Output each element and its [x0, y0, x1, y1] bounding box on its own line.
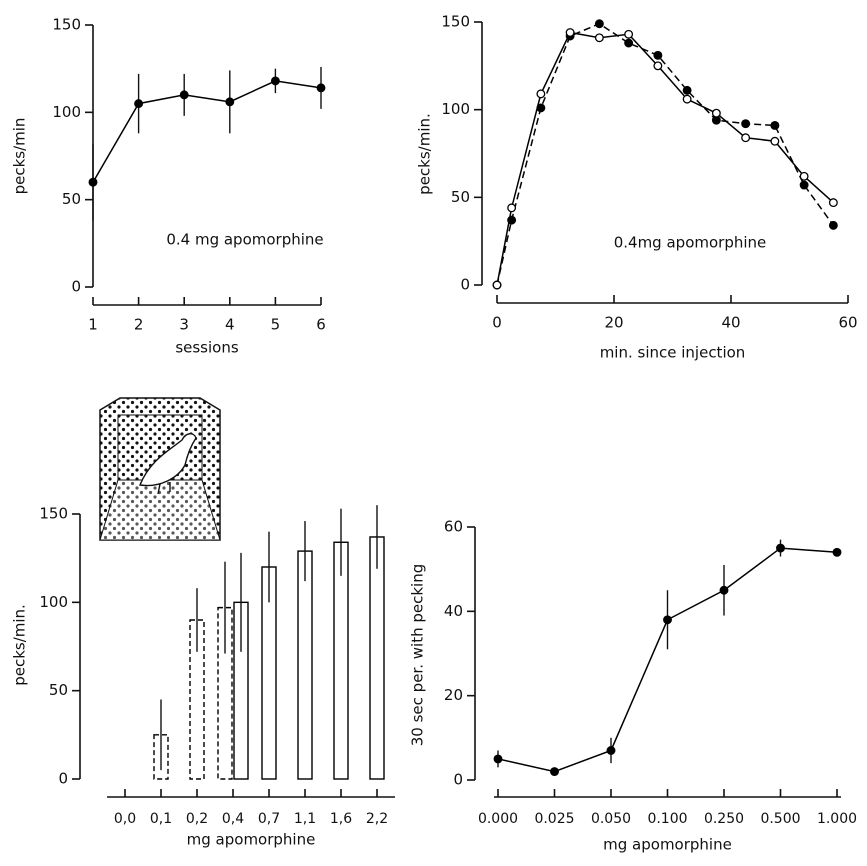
x-tick-label: 0,0: [114, 811, 136, 827]
y-tick-label: 50: [62, 190, 81, 208]
marker: [270, 76, 280, 86]
annotation: 0.4 mg apomorphine: [166, 231, 323, 249]
x-tick-label: 4: [225, 316, 235, 334]
marker: [828, 198, 838, 208]
y-tick-label: 100: [52, 103, 81, 121]
marker: [776, 543, 785, 553]
y-tick-label: 0: [453, 771, 463, 789]
y-tick-label: 50: [451, 188, 470, 206]
x-axis-label: mg apomorphine: [187, 831, 316, 849]
x-tick-label: 0: [492, 314, 502, 332]
marker: [624, 38, 634, 48]
marker: [316, 83, 326, 93]
marker: [741, 119, 751, 129]
y-tick-label: 150: [52, 16, 81, 34]
marker: [770, 136, 780, 146]
marker: [653, 50, 663, 60]
y-tick-label: 0: [58, 770, 68, 788]
marker: [682, 85, 692, 95]
y-tick-label: 60: [444, 518, 463, 536]
x-tick-label: 0,7: [258, 811, 280, 827]
marker: [663, 615, 672, 625]
marker: [492, 280, 502, 290]
line: [92, 80, 322, 183]
x-tick-label: 0.025: [534, 811, 574, 827]
marker: [682, 94, 692, 104]
bar: [217, 606, 233, 780]
marker: [770, 120, 780, 130]
x-tick-label: 6: [316, 316, 326, 334]
x-tick-label: 1.000: [817, 811, 857, 827]
x-tick-label: 1: [88, 316, 98, 334]
marker: [88, 177, 98, 187]
y-tick-label: 100: [39, 593, 68, 611]
y-axis-label: pecks/min: [11, 118, 29, 195]
marker: [225, 97, 235, 107]
marker: [799, 171, 809, 181]
x-tick-label: 2,2: [366, 811, 388, 827]
x-tick-label: 1,6: [330, 811, 352, 827]
cage-illustration: [99, 397, 221, 541]
x-tick-label: 40: [721, 314, 740, 332]
y-tick-label: 100: [441, 100, 470, 118]
x-tick-label: 1,1: [294, 811, 316, 827]
x-tick-label: 0,2: [186, 811, 208, 827]
x-tick-label: 0,1: [150, 811, 172, 827]
x-tick-label: 0.100: [647, 811, 687, 827]
x-tick-label: 3: [179, 316, 189, 334]
marker: [594, 33, 604, 43]
marker: [741, 133, 751, 143]
y-axis-label: pecks/min.: [11, 604, 29, 686]
x-axis-label: min. since injection: [600, 344, 746, 362]
y-tick-label: 50: [49, 681, 68, 699]
marker: [550, 767, 559, 777]
x-tick-label: 20: [604, 314, 623, 332]
x-tick-label: 0.250: [704, 811, 744, 827]
bar: [333, 541, 349, 780]
marker: [134, 99, 144, 109]
annotation: 0.4mg apomorphine: [614, 234, 767, 252]
marker: [828, 220, 838, 230]
bar: [153, 734, 169, 780]
y-tick-label: 0: [71, 278, 81, 296]
bar: [189, 619, 205, 780]
y-tick-label: 40: [444, 602, 463, 620]
marker: [832, 547, 842, 557]
marker: [799, 180, 809, 190]
x-tick-label: 2: [134, 316, 144, 334]
x-tick-label: 0,4: [222, 811, 244, 827]
y-tick-label: 150: [441, 13, 470, 31]
marker: [507, 203, 517, 213]
marker: [179, 90, 189, 100]
bar: [297, 550, 313, 780]
marker: [536, 89, 546, 99]
marker: [565, 28, 575, 37]
y-tick-label: 150: [39, 505, 68, 523]
x-tick-label: 5: [271, 316, 281, 334]
marker: [719, 585, 729, 595]
y-axis-label: 30 sec per. with pecking: [409, 564, 427, 746]
x-tick-label: 0.500: [760, 811, 800, 827]
marker: [493, 754, 503, 764]
y-tick-label: 0: [460, 276, 470, 294]
x-tick-label: 0.000: [478, 811, 518, 827]
marker: [653, 61, 663, 71]
x-axis-label: mg apomorphine: [603, 836, 732, 854]
x-tick-label: 0.050: [591, 811, 631, 827]
line: [497, 547, 838, 773]
bar: [369, 536, 385, 780]
y-tick-label: 20: [444, 686, 463, 704]
x-axis-label: sessions: [175, 339, 239, 357]
marker: [594, 19, 604, 29]
y-axis-label: pecks/min.: [416, 113, 434, 195]
marker: [606, 746, 616, 755]
marker: [624, 29, 634, 39]
x-tick-label: 60: [838, 314, 857, 332]
marker: [711, 108, 721, 118]
